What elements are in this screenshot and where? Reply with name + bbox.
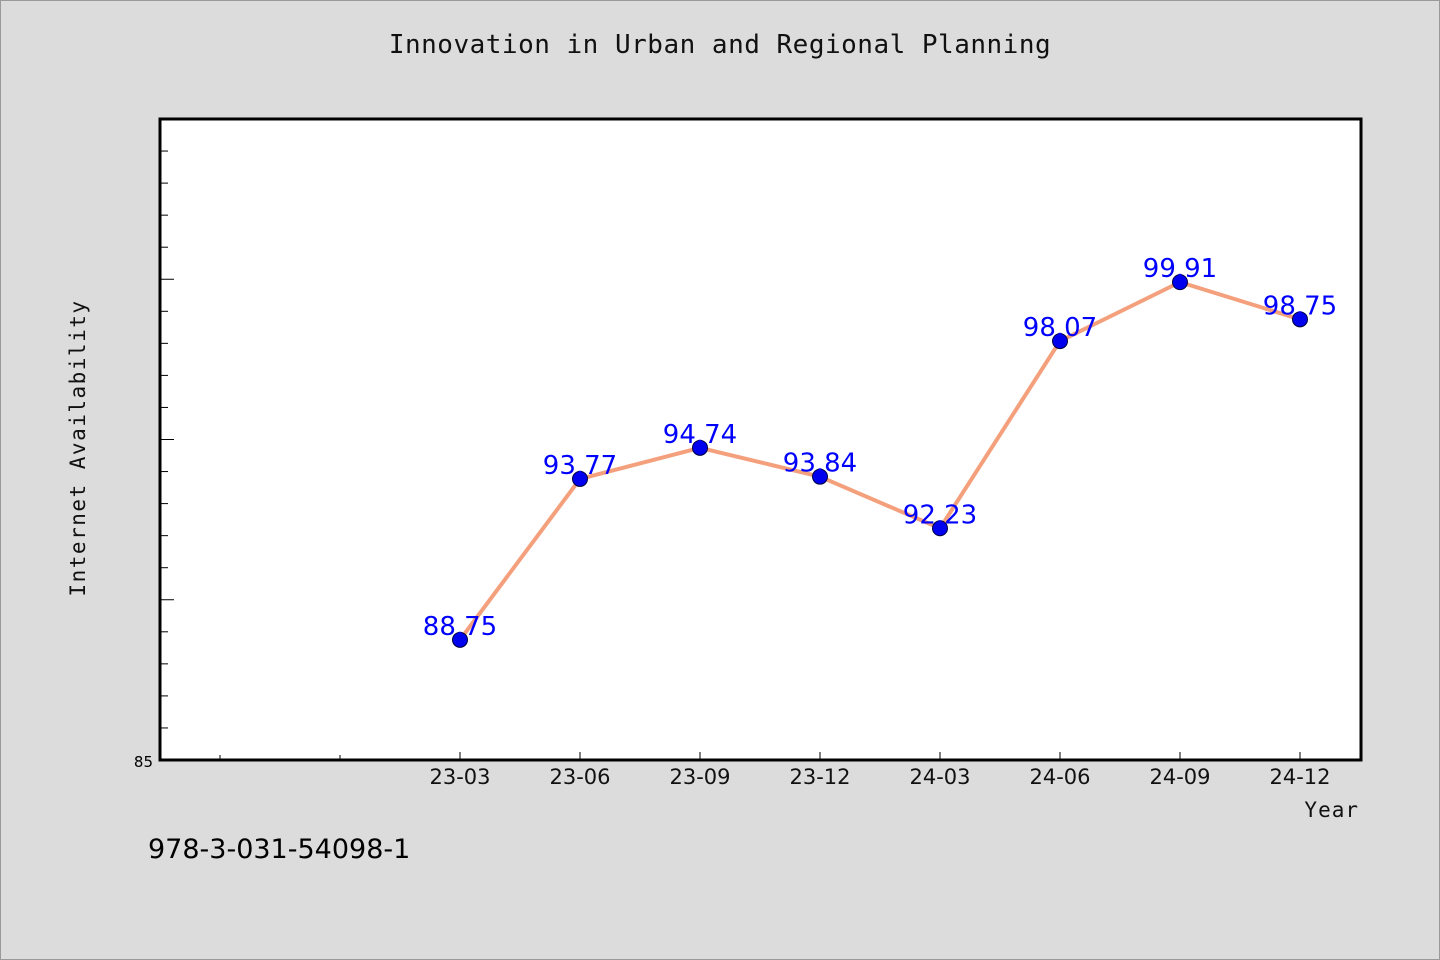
plot-area <box>158 117 1363 762</box>
isbn-label: 978-3-031-54098-1 <box>148 834 411 865</box>
x-tick-label: 23-06 <box>549 765 610 789</box>
data-label: 98.07 <box>1023 313 1097 343</box>
series-layer: 88.75 93.77 94.74 93.84 92.23 98.07 99.91 98.75 <box>423 254 1337 648</box>
x-tick-label: 24-03 <box>909 765 970 789</box>
x-tick-label: 24-06 <box>1029 765 1090 789</box>
x-axis-ticks <box>219 752 1301 760</box>
y-axis-label: Internet Availability <box>66 299 90 596</box>
y-tick-label: 85 <box>134 753 153 771</box>
data-label: 92.23 <box>903 500 977 530</box>
data-label: 93.77 <box>543 451 617 481</box>
x-tick-label: 23-12 <box>789 765 850 789</box>
data-point <box>932 520 948 537</box>
data-label: 88.75 <box>423 612 497 642</box>
data-label: 98.75 <box>1263 291 1337 321</box>
y-axis-ticks <box>160 118 174 761</box>
x-tick-label: 23-03 <box>429 765 490 789</box>
x-axis-tick-labels: 23-03 23-06 23-09 23-12 24-03 24-06 24-09 24-12 <box>429 765 1330 789</box>
data-label: 99.91 <box>1143 254 1217 284</box>
series-line <box>458 280 1302 642</box>
data-point <box>1292 311 1308 328</box>
x-tick-label: 24-09 <box>1149 765 1210 789</box>
data-label: 94.74 <box>663 420 737 450</box>
x-axis-label: Year <box>1304 798 1359 822</box>
data-point <box>1052 333 1068 350</box>
chart-title: Innovation in Urban and Regional Plannin… <box>388 30 1052 60</box>
data-point <box>812 468 828 485</box>
x-tick-label: 23-09 <box>669 765 730 789</box>
x-tick-label: 24-12 <box>1269 765 1330 789</box>
data-point <box>572 470 588 487</box>
data-point <box>1172 274 1188 291</box>
data-point <box>692 439 708 456</box>
data-label: 93.84 <box>783 449 857 479</box>
data-point <box>452 631 468 648</box>
